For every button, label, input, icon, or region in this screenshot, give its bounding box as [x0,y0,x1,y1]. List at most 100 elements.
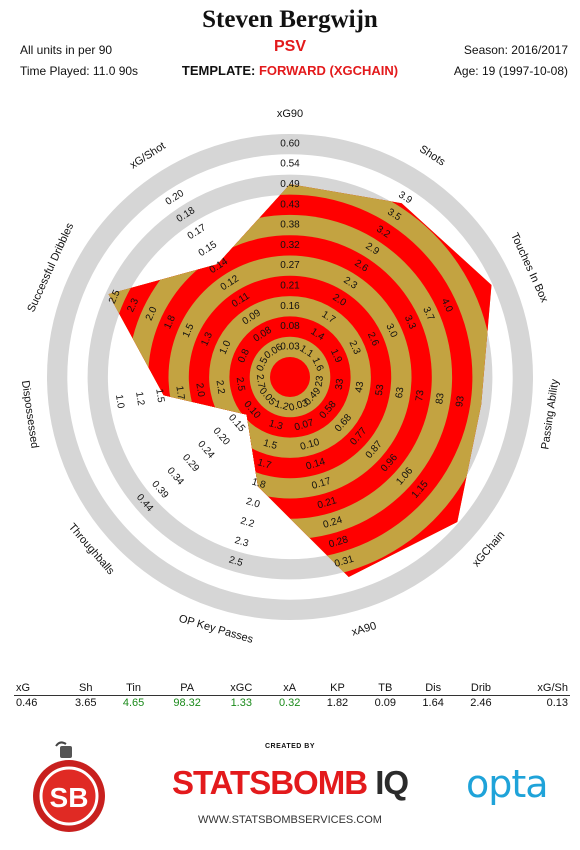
radar-tick-label: 0.15 [197,239,220,259]
age: Age: 19 (1997-10-08) [453,64,568,78]
radar-axis-label: Dispossessed [19,380,41,449]
radar-axis-label: xA90 [350,620,377,639]
radar-tick-label: 0.34 [165,466,186,488]
time-played: Time Played: 11.0 90s [20,64,139,78]
radar-tick-label: 1.3 [268,418,285,433]
radar-tick-label: 83 [434,392,447,405]
radar-tick-label: 1.5 [262,438,279,453]
radar-tick-label: 53 [374,383,387,396]
radar-tick-label: 43 [354,380,367,393]
stats-value-cell: 1.82 [326,697,349,709]
radar-tick-label: 1.3 [199,330,215,348]
radar-tick-label: 0.29 [180,452,201,474]
radar-chart: 0.030.080.160.210.270.320.380.430.490.54… [19,108,561,646]
radar-tick-label: 2.0 [245,496,262,511]
radar-axis-label: Passing Ability [539,378,561,450]
radar-tick-label: 3.3 [402,314,418,332]
radar-tick-label: 1.2 [273,399,290,414]
radar-tick-label: 0.31 [333,554,355,570]
radar-tick-label: 1.5 [153,388,166,404]
radar-tick-label: 23 [314,375,327,388]
stats-header-cell: PA [157,681,217,696]
radar-tick-label: 2.3 [347,339,363,357]
radar-tick-label: 0.49 [280,179,300,190]
stats-header-cell: xG/Sh [504,681,570,696]
template-label: TEMPLATE: [181,63,256,78]
radar-tick-label: 0.24 [322,515,344,531]
team-name: PSV [273,38,306,55]
brand-main: STATSBOMB [171,764,368,801]
stats-value-cell: 0.13 [546,697,568,709]
radar-tick-label: 2.5 [234,377,247,393]
stats-header-cell: Dis [409,681,458,696]
stats-value-cell: 3.65 [75,697,97,709]
statsbomb-iq-logo: STATSBOMB IQ [0,764,580,802]
radar-tick-label: 0.03 [288,398,310,414]
stats-header-cell: xGC [216,681,266,696]
radar-tick-label: 1.9 [328,347,344,365]
statsbomb-sb-logo: SB [33,741,105,832]
radar-tick-label: 0.14 [305,456,327,472]
stats-value-cell: 1.33 [230,697,252,709]
radar-axis-label: Shots [417,143,448,169]
stats-value-cell: 0.32 [278,697,301,709]
template-line: TEMPLATE: FORWARD (XGCHAIN) [0,63,580,78]
template-value: FORWARD (XGCHAIN) [258,63,399,78]
stats-header-cell: Drib [457,681,505,696]
radar-tick-label: 0.27 [280,260,300,271]
radar-tick-label: 1.7 [256,457,273,472]
radar-tick-label: 1.2 [133,391,146,407]
radar-tick-label: 63 [394,386,407,399]
radar-tick-label: 2.2 [214,379,227,395]
radar-tick-label: 0.54 [280,159,300,170]
player-name: Steven Bergwijn [202,6,378,33]
radar-band [270,357,310,397]
radar-tick-label: 2.5 [228,555,245,570]
stats-header-cell: Tin [109,681,158,696]
radar-tick-label: 93 [454,395,467,408]
radar-tick-label: 1.7 [173,385,186,401]
stats-value-cell: 98.32 [173,697,201,709]
radar-tick-label: 2.0 [144,305,160,323]
stats-value-cell: 0.46 [16,697,38,709]
radar-tick-label: 2.7 [254,374,267,390]
radar-tick-label: 0.8 [236,347,252,365]
opta-logo: opta [466,762,549,806]
radar-tick-label: 2.0 [193,382,206,398]
radar-tick-label: 4.0 [439,297,455,315]
radar-tick-label: 0.20 [211,426,232,448]
stats-header-cell: Sh [61,681,110,696]
radar-axis-label: xGChain [470,529,507,569]
radar-tick-label: 0.60 [280,138,300,149]
radar-tick-label: 0.17 [311,476,333,492]
radar-tick-label: 2.3 [125,296,141,314]
season: Season: 2016/2017 [463,43,568,57]
radar-tick-label: 0.03 [280,341,300,352]
radar-tick-label: 0.21 [316,495,338,511]
radar-tick-label: 0.32 [280,240,300,251]
radar-tick-label: 0.16 [280,301,300,312]
radar-tick-label: 1.0 [113,394,126,410]
radar-tick-label: 0.24 [195,439,216,461]
sb-logo-text: SB [50,782,89,813]
radar-track-ring [46,133,534,621]
radar-tick-label: 0.21 [280,280,300,291]
radar-tick-label: 0.43 [280,199,300,210]
radar-tick-label: 0.5 [255,355,271,373]
radar-tick-label: 1.6 [310,356,326,374]
radar-tick-label: 2.3 [233,535,250,550]
stats-header-cell: KP [313,681,362,696]
stats-value-row: 0.46 3.65 4.65 98.32 1.33 0.32 1.82 0.09 1.64 2.4… [14,696,570,711]
radar-tick-label: 1.0 [218,339,234,357]
radar-axis-label: xG90 [277,108,303,120]
stats-value-cell: 0.09 [374,697,397,709]
radar-tick-label: 0.15 [226,412,247,434]
radar-tick-label: 1.8 [250,477,267,492]
radar-tick-label: 0.07 [293,417,315,433]
radar-tick-label: 3.7 [420,305,436,323]
radar-tick-label: 0.08 [280,321,300,332]
created-by: CREATED BY [265,743,315,750]
stats-value-cell: 4.65 [122,697,145,709]
units-note: All units in per 90 [20,43,113,57]
radar-axis-label: OP Key Passes [177,613,255,646]
